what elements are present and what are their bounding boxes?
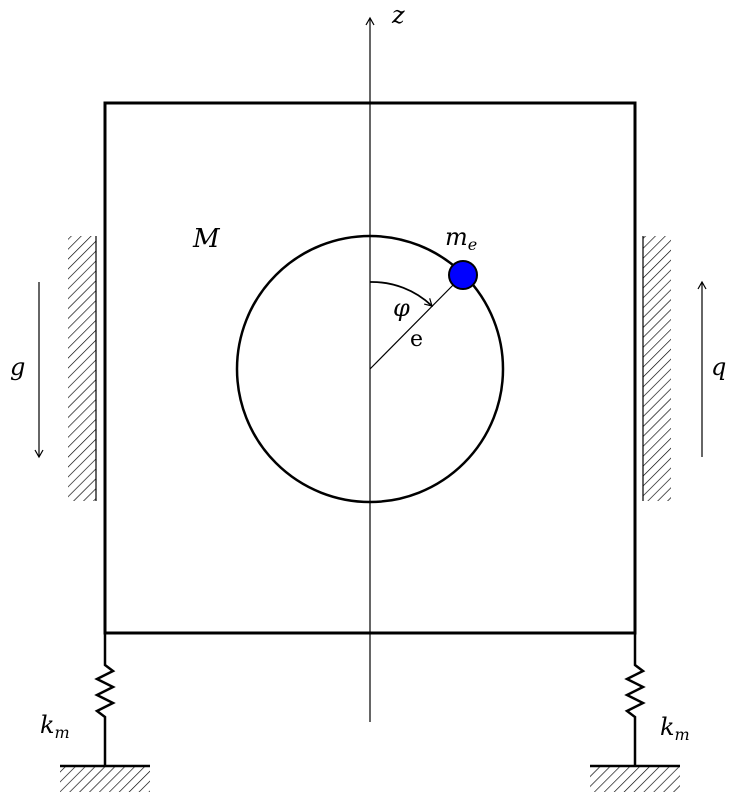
rotor-circle [235,234,505,504]
unbalance-mass-label-main: m [445,223,468,251]
unbalance-mass-label: me [445,223,477,254]
left-spring-label: km [40,711,70,742]
right-spring-label-main: k [660,713,675,741]
z-axis-label: z [391,1,405,29]
right-spring-label: km [660,713,690,744]
g-label: g [10,353,25,381]
left-spring-label-main: k [40,711,55,739]
angle-label: φ [393,294,410,322]
right-spring [624,633,646,766]
left-spring-label-sub: m [55,723,70,742]
left-ground-hatch [60,766,150,792]
angle-arc [369,281,433,307]
mass-label: M [192,224,221,254]
eccentricity-line [369,274,464,370]
left-wall-guide [68,236,96,501]
left-spring [94,633,116,766]
right-wall-guide [643,236,671,501]
unbalance-mass [448,260,478,290]
eccentricity-label: e [410,327,423,352]
right-ground-hatch [590,766,680,792]
q-label: q [711,353,726,381]
unbalance-mass-label-sub: e [468,235,477,254]
right-spring-label-sub: m [675,725,690,744]
